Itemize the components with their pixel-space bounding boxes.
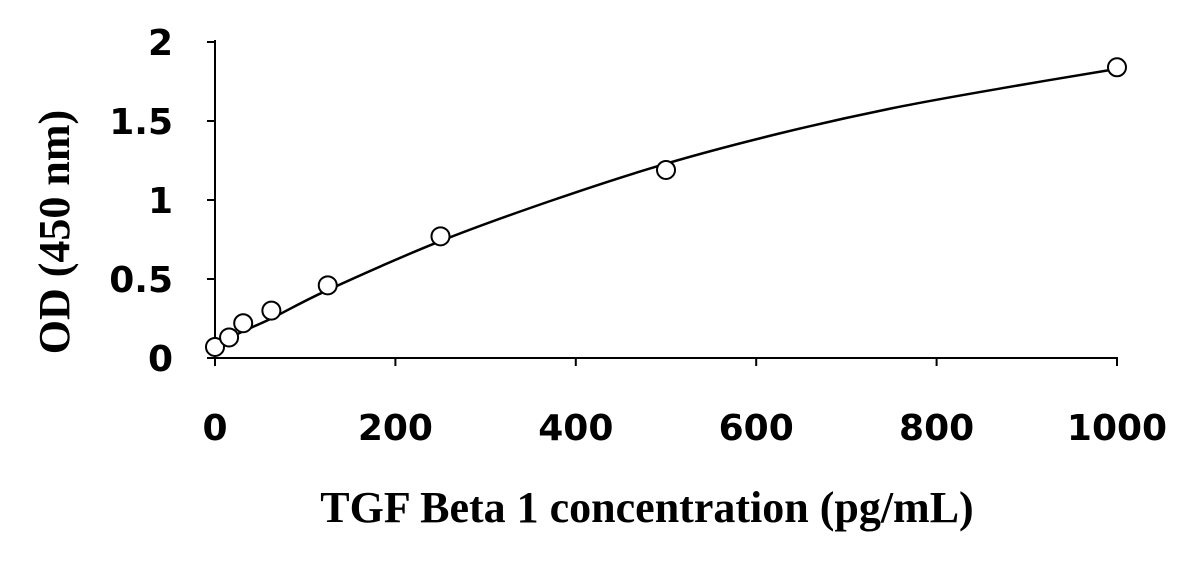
data-point bbox=[1107, 57, 1127, 78]
y-tick-label: 0 bbox=[148, 339, 173, 380]
x-tick-label: 800 bbox=[899, 408, 974, 449]
data-point bbox=[430, 226, 451, 247]
data-points-layer bbox=[205, 57, 1127, 357]
data-point bbox=[205, 336, 225, 357]
y-tick-label: 1.5 bbox=[109, 102, 173, 143]
x-tick-label: 600 bbox=[719, 408, 794, 449]
fit-curve-layer bbox=[214, 67, 1118, 349]
data-point bbox=[219, 327, 240, 348]
x-axis-title: TGF Beta 1 concentration (pg/mL) bbox=[320, 483, 973, 532]
y-tick-label: 1 bbox=[148, 181, 173, 222]
fit-curve bbox=[214, 67, 1118, 349]
axes bbox=[214, 40, 1118, 359]
y-tick-label: 2 bbox=[148, 23, 173, 64]
x-ticks: 0 200 400 600 800 1000 bbox=[202, 358, 1167, 449]
y-axis-title: OD (450 nm) bbox=[30, 110, 79, 354]
data-point bbox=[317, 275, 338, 296]
data-point bbox=[233, 313, 254, 334]
x-tick-label: 1000 bbox=[1067, 408, 1167, 449]
data-point bbox=[656, 159, 676, 180]
x-tick-label: 0 bbox=[202, 408, 227, 449]
data-point bbox=[261, 300, 282, 321]
y-tick-label: 0.5 bbox=[109, 260, 173, 301]
y-ticks: 0 0.5 1 1.5 2 bbox=[109, 23, 215, 380]
x-tick-label: 200 bbox=[358, 408, 433, 449]
x-tick-label: 400 bbox=[538, 408, 613, 449]
